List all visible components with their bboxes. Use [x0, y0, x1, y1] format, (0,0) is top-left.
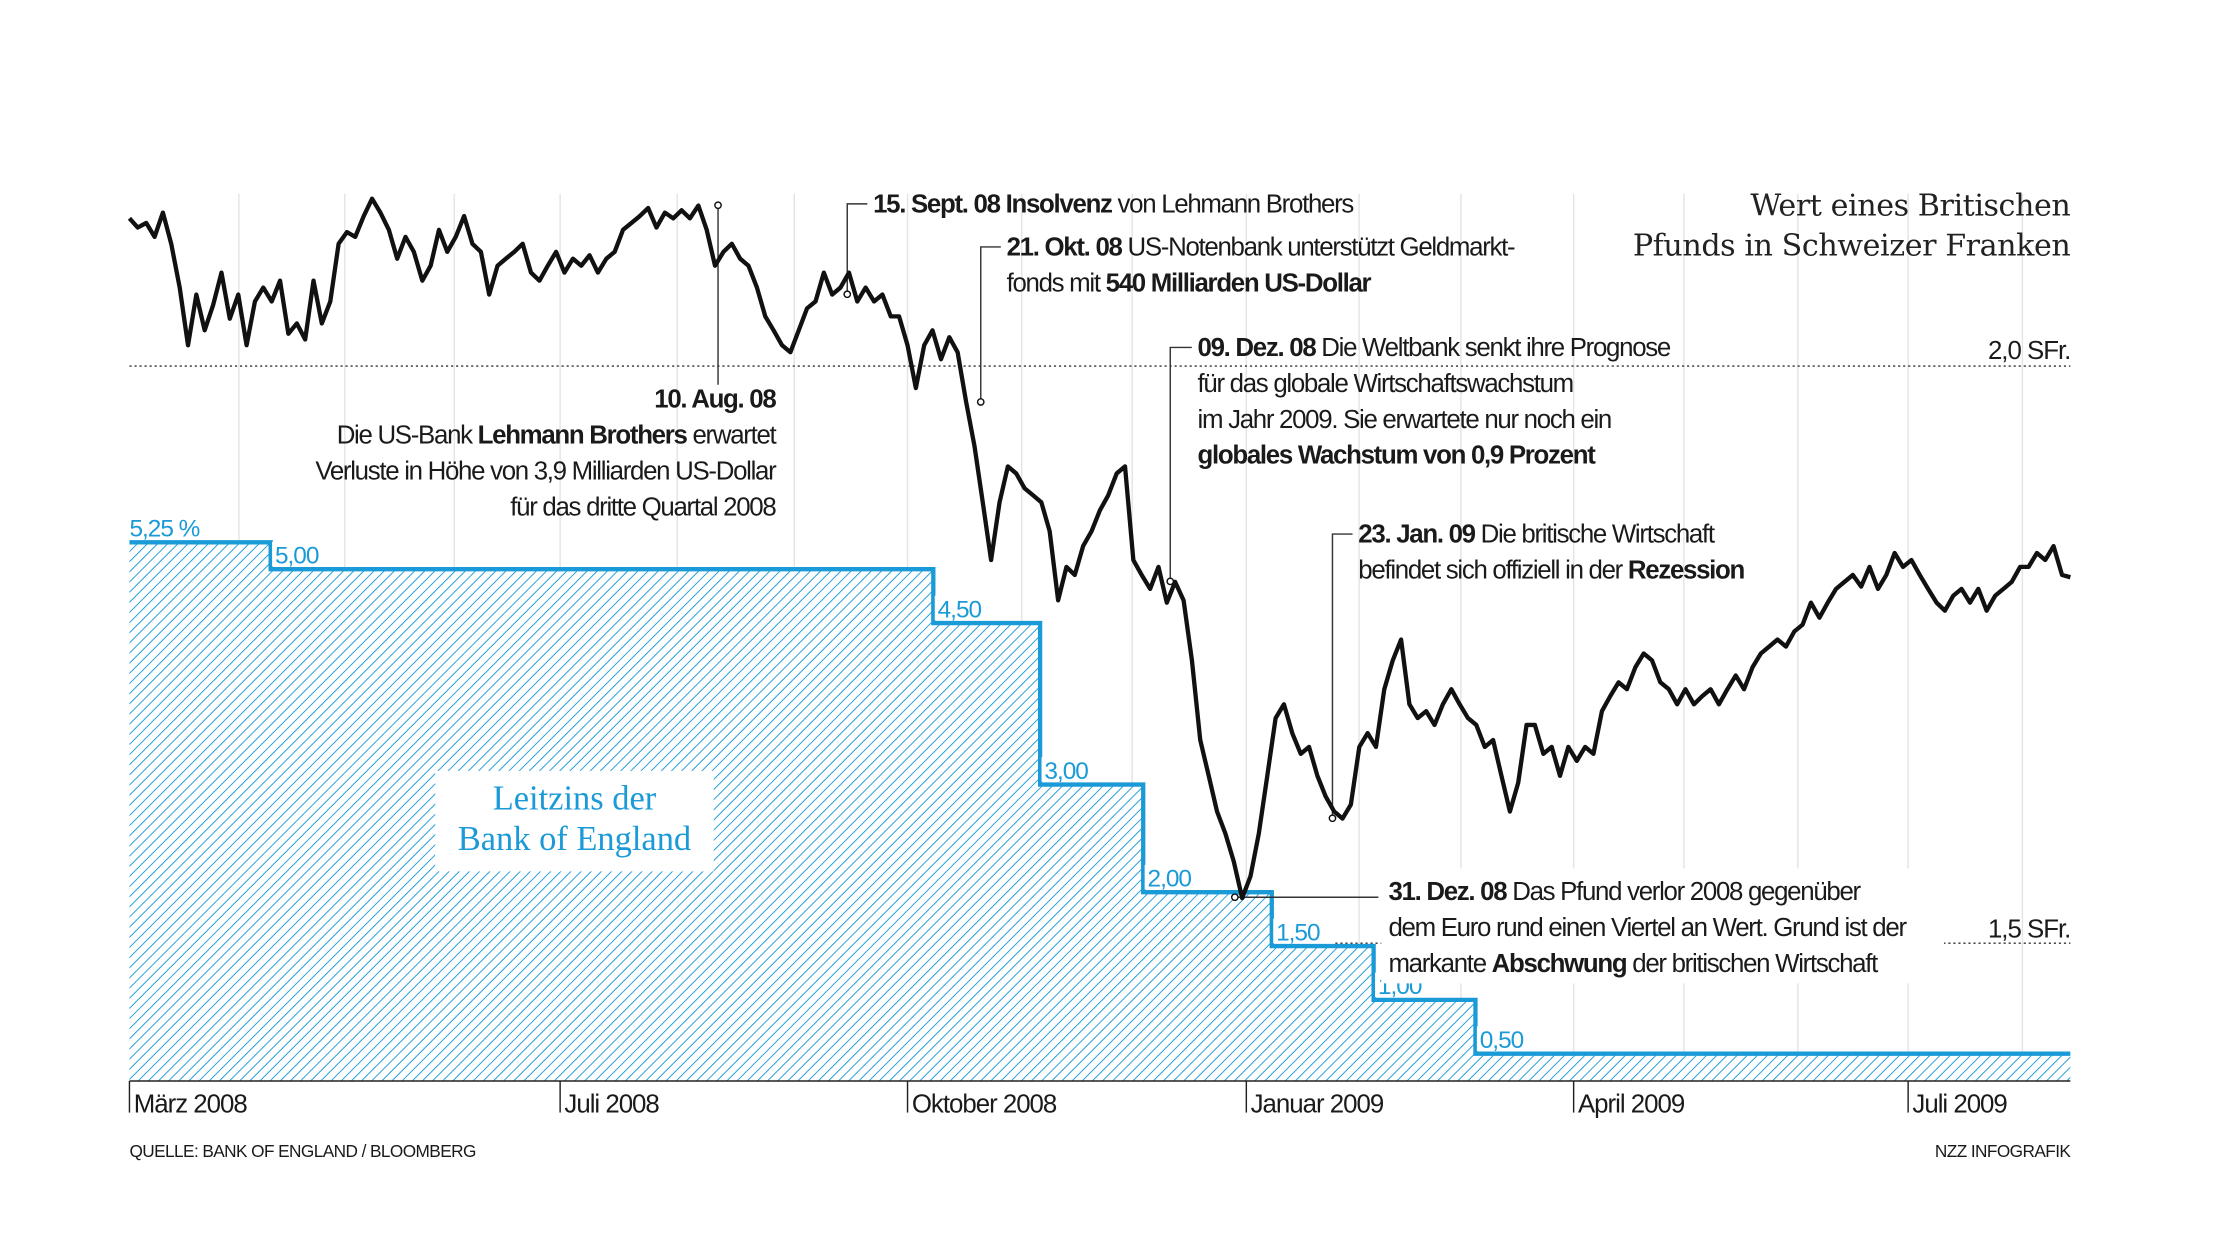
annotation-line: 09. Dez. 08 Die Weltbank senkt ihre Prog…	[1198, 334, 1671, 362]
pound-series-line	[127, 196, 2071, 901]
x-tick-label: April 2009	[1578, 1091, 1685, 1119]
leader-23-jan	[1331, 533, 1353, 819]
rate-label: 5,00	[275, 542, 319, 569]
annotation-line: befindet sich offiziell in der Rezession	[1358, 557, 1744, 585]
annotation-line: für das dritte Quartal 2008	[510, 493, 776, 521]
rate-label-bg	[934, 595, 984, 621]
annotation-21-okt: 21. Okt. 08 US-Notenbank unterstützt Gel…	[1007, 234, 1517, 298]
rate-legend: Leitzins der Bank of England	[435, 770, 714, 872]
x-tick-label: März 2008	[134, 1091, 248, 1119]
rate-label-bg	[1476, 1026, 1526, 1051]
annotation-line: 15. Sept. 08 Insolvenz von Lehmann Broth…	[873, 190, 1353, 218]
annotation-15-sept: 15. Sept. 08 Insolvenz von Lehmann Broth…	[873, 190, 1355, 218]
marker-09-dez	[1166, 577, 1175, 586]
rate-label-bg	[1041, 757, 1091, 782]
rate-label-bg	[1273, 918, 1323, 944]
rate-label-bg	[272, 541, 321, 567]
credit-note: NZZ INFOGRAFIK	[1935, 1141, 2072, 1161]
source-note: QUELLE: BANK OF ENGLAND / BLOOMBERG	[129, 1141, 476, 1161]
annotation-line: Verluste in Höhe von 3,9 Milliarden US-D…	[315, 457, 777, 485]
rate-step-line	[129, 540, 2071, 1056]
annotation-line: markante Abschwung der britischen Wirtsc…	[1388, 950, 1878, 978]
chart-title-line-1: Wert eines Britischen	[1750, 188, 2070, 223]
annotation-date: 10. Aug. 08	[654, 386, 776, 414]
rate-label: 2,00	[1148, 865, 1192, 892]
annotation-line: fonds mit 540 Milliarden US-Dollar	[1007, 269, 1372, 297]
rate-hatch-area	[129, 542, 2071, 1081]
annotation-markers	[714, 201, 1337, 902]
rate-label: 3,00	[1044, 758, 1088, 785]
annotation-line: 31. Dez. 08 Das Pfund verlor 2008 gegenü…	[1388, 878, 1861, 906]
leader-09-dez	[1169, 346, 1192, 582]
rate-label: 1,50	[1276, 919, 1320, 946]
leader-21-okt	[980, 246, 1001, 402]
rate-legend-line-1: Leitzins der	[493, 780, 657, 818]
rate-label-bg	[130, 515, 209, 540]
chart-title-line-2: Pfunds in Schweizer Franken	[1633, 229, 2071, 264]
annotation-09-dez: 09. Dez. 08 Die Weltbank senkt ihre Prog…	[1198, 334, 1673, 470]
annotation-10-aug: 10. Aug. 08 Die US-Bank Lehmann Brothers…	[315, 386, 778, 522]
rate-label: 5,25 %	[129, 516, 199, 543]
ref-label-2-0: 2,0 SFr.	[1988, 337, 2070, 365]
rate-label: 4,50	[938, 596, 982, 623]
marker-10-aug	[714, 201, 722, 210]
rate-area: 5,25 %5,004,503,002,001,501,000,50	[129, 515, 2071, 1081]
x-tick-label: Januar 2009	[1251, 1091, 1384, 1119]
marker-21-okt	[976, 398, 985, 406]
annotation-line: Die US-Bank Lehmann Brothers erwartet	[337, 422, 777, 450]
annotation-line: globales Wachstum von 0,9 Prozent	[1198, 442, 1597, 470]
marker-31-dez	[1230, 893, 1239, 902]
annotation-31-dez: 31. Dez. 08 Das Pfund verlor 2008 gegenü…	[1381, 868, 1945, 984]
rate-label: 0,50	[1480, 1027, 1524, 1054]
marker-23-jan	[1328, 814, 1337, 823]
annotation-line: 23. Jan. 09 Die britische Wirtschaft	[1358, 521, 1715, 549]
x-tick-label: Juli 2008	[564, 1091, 659, 1119]
rate-legend-line-2: Bank of England	[458, 820, 691, 858]
leader-15-sept	[846, 203, 868, 295]
pound-line	[127, 196, 2071, 901]
marker-15-sept	[843, 290, 852, 299]
annotation-line: für das globale Wirtschaftswachstum	[1198, 370, 1573, 398]
annotation-line: dem Euro rund einen Viertel an Wert. Gru…	[1388, 914, 1907, 942]
x-tick-label: Oktober 2008	[912, 1091, 1057, 1119]
annotation-line: im Jahr 2009. Sie erwartete nur noch ein	[1198, 406, 1611, 434]
rate-label-bg	[1144, 864, 1194, 890]
annotation-23-jan: 23. Jan. 09 Die britische Wirtschaft bef…	[1358, 521, 1746, 585]
annotation-leaders	[717, 203, 1379, 898]
annotation-line: 21. Okt. 08 US-Notenbank unterstützt Gel…	[1007, 234, 1515, 262]
x-ticks: März 2008 Juli 2008 Oktober 2008 Januar 200…	[128, 1080, 2008, 1119]
x-tick-label: Juli 2009	[1912, 1091, 2007, 1119]
ref-label-1-5: 1,5 SFr.	[1988, 915, 2070, 943]
